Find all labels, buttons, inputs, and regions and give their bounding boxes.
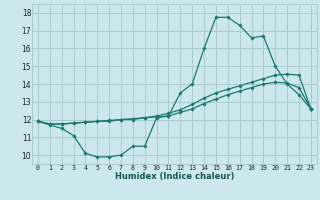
X-axis label: Humidex (Indice chaleur): Humidex (Indice chaleur) — [115, 172, 234, 181]
